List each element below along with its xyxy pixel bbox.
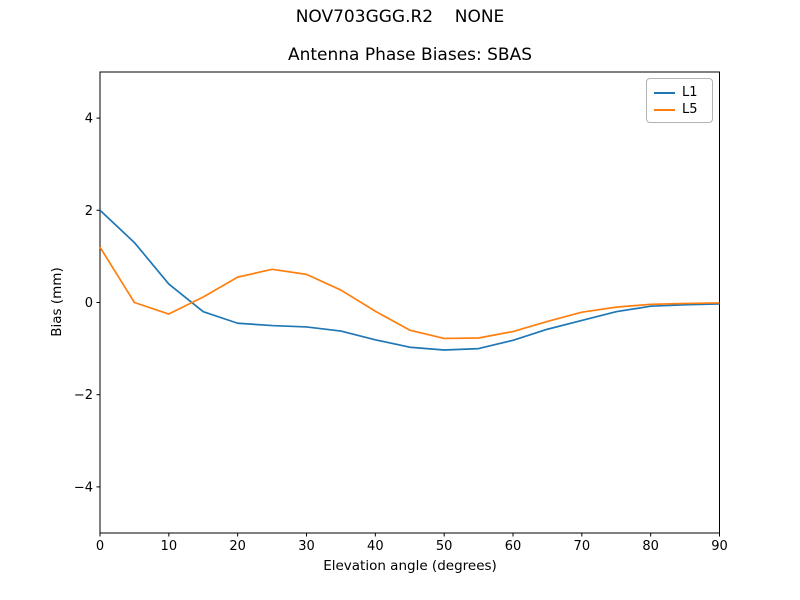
x-tick-label: 60 <box>505 539 522 554</box>
y-tick-label: 4 <box>85 112 93 127</box>
l5-line-sample <box>654 108 675 111</box>
axes-title: Antenna Phase Biases: SBAS <box>287 45 533 65</box>
y-axis-label: Bias (mm) <box>49 267 65 337</box>
y-tick-label: −2 <box>74 388 93 403</box>
l5-line <box>99 246 720 340</box>
x-tick-label: 10 <box>161 539 178 554</box>
legend-item-l1: L1 <box>654 84 712 101</box>
figure-suptitle: NOV703GGG.R2 NONE <box>295 7 505 27</box>
x-tick-label: 30 <box>298 539 315 554</box>
l1-line <box>99 209 720 351</box>
y-tick-label: 0 <box>85 296 93 311</box>
y-tick-label: −4 <box>74 480 93 495</box>
x-tick-label: 50 <box>436 539 453 554</box>
x-tick-label: 70 <box>574 539 591 554</box>
legend-label-l5: L5 <box>682 102 698 117</box>
x-tick-label: 0 <box>96 539 104 554</box>
x-tick-label: 20 <box>229 539 246 554</box>
y-tick-label: 2 <box>85 204 93 219</box>
l1-line-sample <box>654 91 675 94</box>
legend-label-l1: L1 <box>682 85 698 100</box>
x-tick-label: 80 <box>642 539 659 554</box>
legend: L1 L5 <box>646 78 713 123</box>
legend-item-l5: L5 <box>654 101 712 118</box>
x-tick-label: 40 <box>367 539 384 554</box>
x-axis-label: Elevation angle (degrees) <box>323 558 497 574</box>
x-tick-label: 90 <box>711 539 728 554</box>
